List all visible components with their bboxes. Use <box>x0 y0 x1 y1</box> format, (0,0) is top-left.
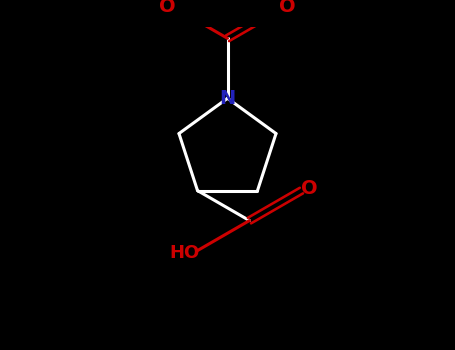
Text: O: O <box>301 179 318 198</box>
Text: N: N <box>219 89 236 108</box>
Text: O: O <box>279 0 296 15</box>
Text: HO: HO <box>169 244 200 262</box>
Text: O: O <box>159 0 176 15</box>
